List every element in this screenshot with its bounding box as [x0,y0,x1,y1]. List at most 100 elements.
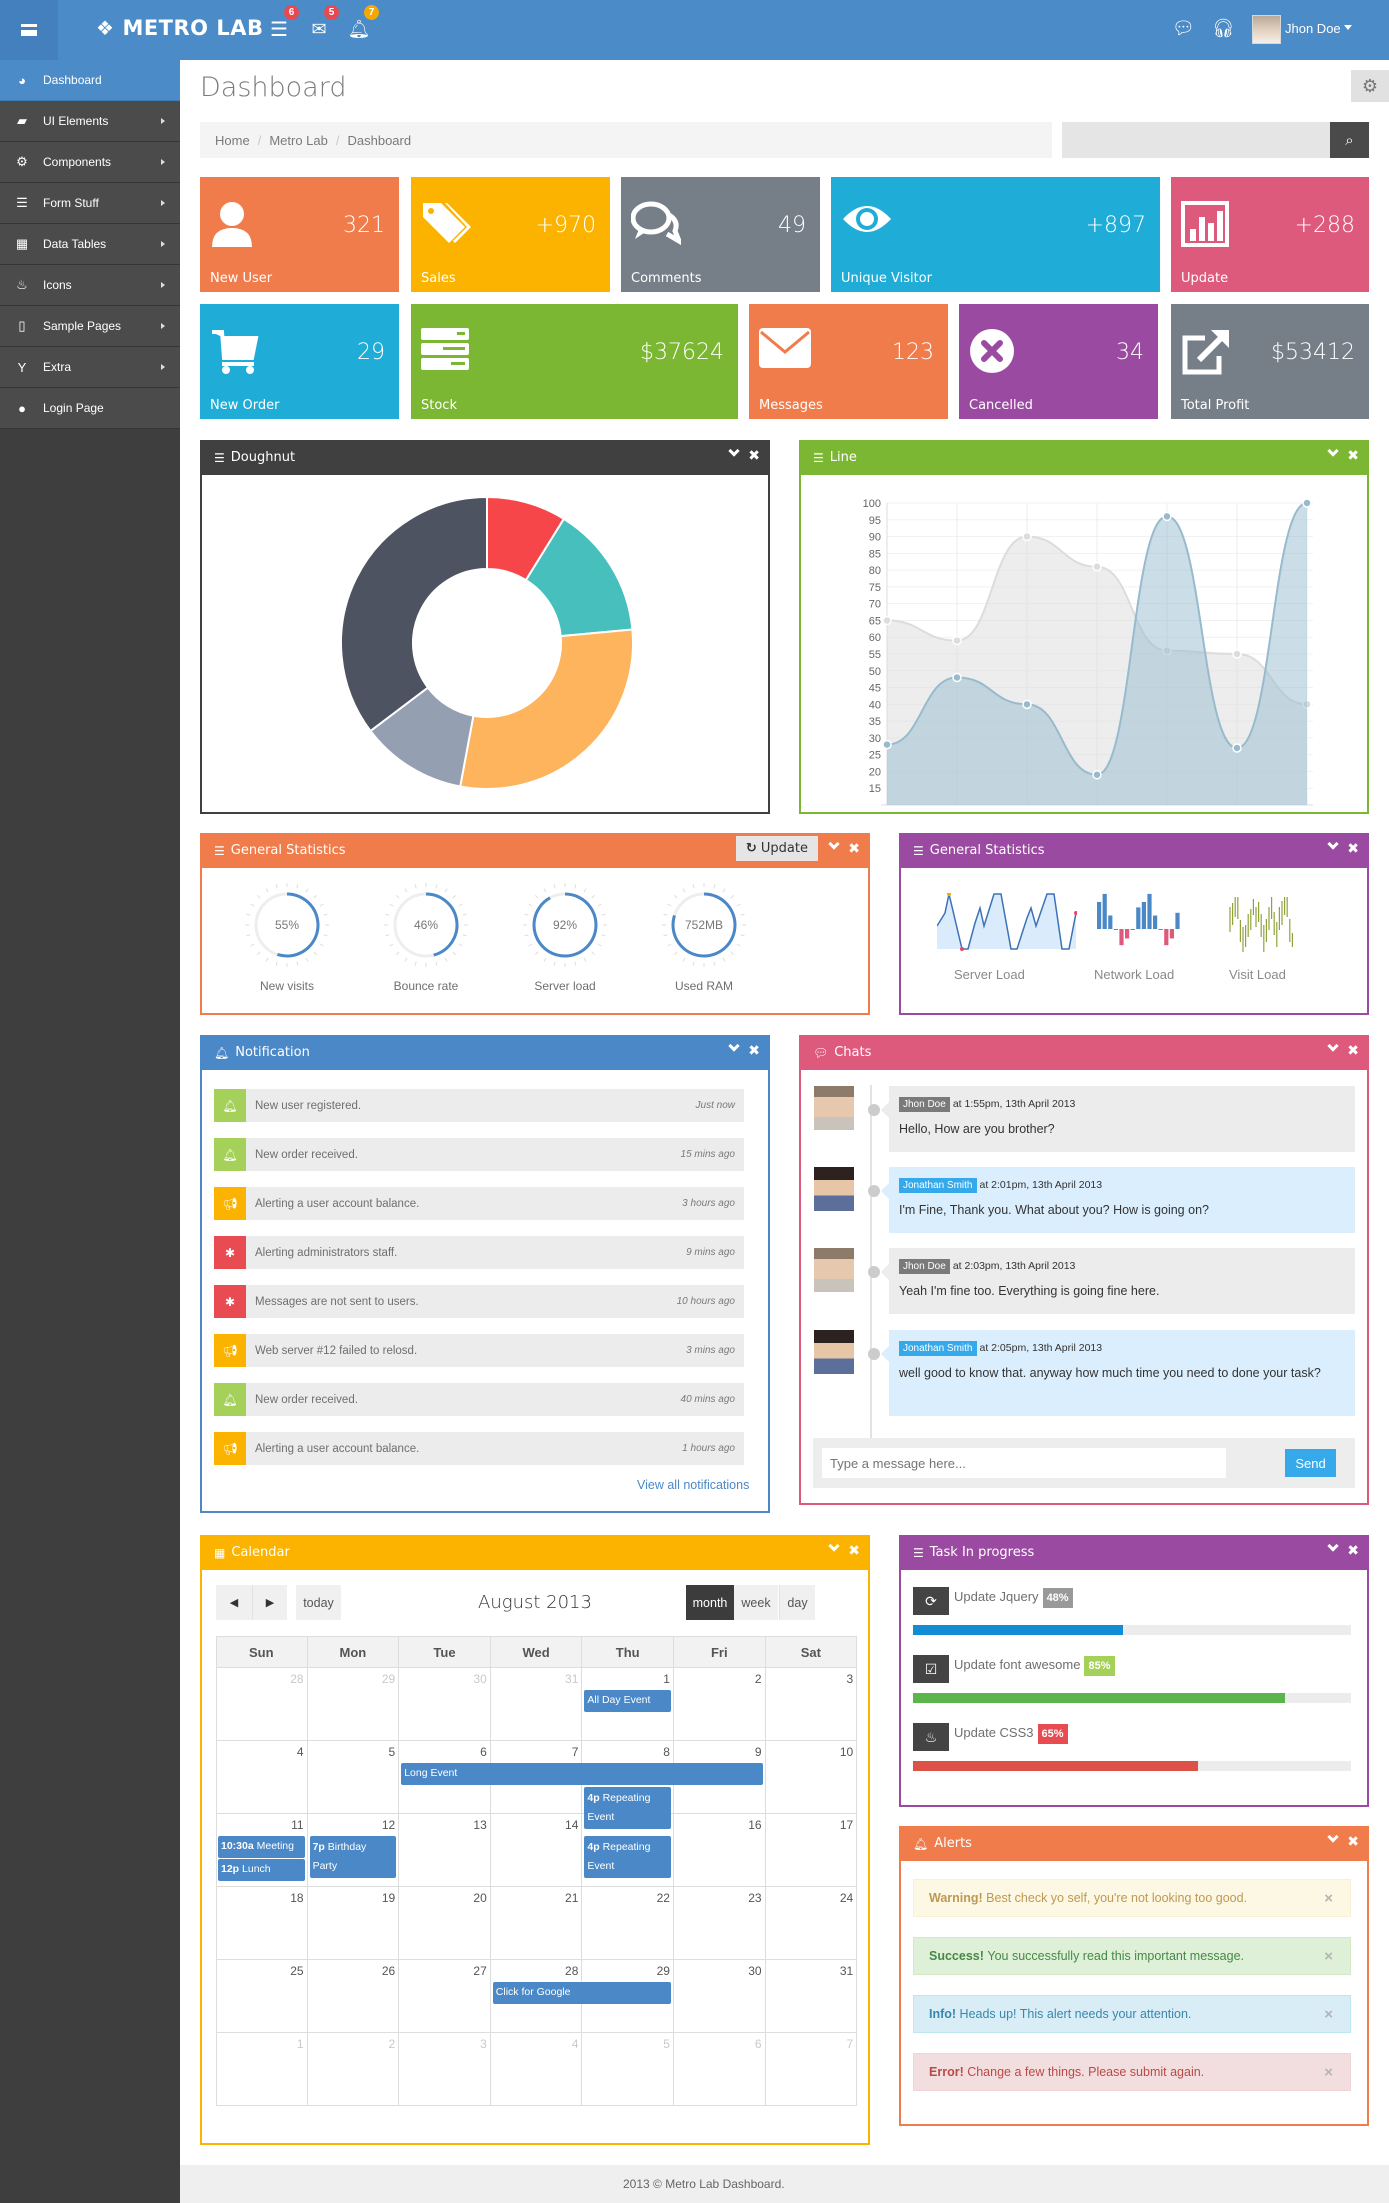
line-data-point[interactable] [882,615,892,626]
calendar-day-cell[interactable]: 10 [765,1741,858,1814]
close-icon[interactable]: ✖ [1347,1043,1359,1059]
collapse-icon[interactable] [728,1040,740,1052]
notification-item[interactable]: 📢︎ Web server #12 failed to relosd. 3 mins… [214,1334,744,1367]
tile-unique-visitor[interactable]: +897 Unique Visitor [831,177,1160,292]
collapse-icon[interactable] [1327,445,1339,457]
close-icon[interactable]: × [1324,1948,1333,1965]
line-data-point[interactable] [1022,699,1032,710]
calendar-day-cell[interactable]: 3 [765,1668,858,1741]
close-icon[interactable]: ✖ [748,1043,760,1059]
calendar-event[interactable]: 4p Repeating Event [584,1787,671,1829]
knob-server-load[interactable]: 92% Server load [522,882,608,993]
collapse-icon[interactable] [1327,1831,1339,1843]
send-button[interactable]: Send [1285,1449,1336,1477]
user-name[interactable]: Jhon Doe [1285,21,1341,36]
tile-new-order[interactable]: 29 New Order [200,304,399,419]
calendar-day-cell[interactable]: 5 [307,1741,400,1814]
sidebar-item-sample-pages[interactable]: ▯ Sample Pages [0,306,180,347]
calendar-day-cell[interactable]: 1 [582,1668,674,1741]
calendar-day-cell[interactable]: 19 [307,1887,400,1960]
close-icon[interactable]: ✖ [848,841,860,857]
calendar-day-cell[interactable]: 14 [490,1814,583,1887]
calendar-today-button[interactable]: today [296,1585,341,1620]
calendar-day-cell[interactable]: 30 [674,1960,766,2033]
line-data-point[interactable] [1232,649,1242,659]
calendar-event[interactable]: Long Event [401,1763,763,1785]
collapse-icon[interactable] [728,445,740,457]
calendar-day-cell[interactable]: 21 [490,1887,583,1960]
line-data-point[interactable] [952,672,962,683]
tile-total-profit[interactable]: $53412 Total Profit [1171,304,1369,419]
calendar-day-cell[interactable]: 16 [674,1814,766,1887]
calendar-day-cell[interactable]: 27 [399,1960,491,2033]
calendar-day-cell[interactable]: 31 [765,1960,858,2033]
settings-button[interactable]: ⚙ [1351,70,1389,102]
close-icon[interactable]: × [1324,2006,1333,2023]
calendar-event[interactable]: 7p Birthday Party [309,1836,397,1878]
line-data-point[interactable] [1232,743,1242,753]
calendar-event[interactable]: 10:30a Meeting [218,1836,305,1858]
knob-new-visits[interactable]: 55% New visits [244,882,330,993]
sidebar-item-ui-elements[interactable]: ▰ UI Elements [0,101,180,142]
calendar-day-cell[interactable]: 3 [399,2033,491,2106]
line-data-point[interactable] [952,635,962,646]
line-data-point[interactable] [1162,511,1172,522]
calendar-day-cell[interactable]: 24 [765,1887,858,1960]
calendar-day-cell[interactable]: 28 [216,1668,308,1741]
calendar-day-cell[interactable]: 7 [765,2033,858,2106]
collapse-icon[interactable] [1327,838,1339,850]
chat-author[interactable]: Jonathan Smith [899,1341,977,1356]
calendar-day-cell[interactable]: 22 [582,1887,674,1960]
calendar-next-button[interactable]: ▶ [252,1585,287,1620]
calendar-day-cell[interactable]: 2 [674,1668,766,1741]
chat-message-input[interactable] [822,1448,1226,1478]
knob-bounce-rate[interactable]: 46% Bounce rate [383,882,469,993]
calendar-day-cell[interactable]: 18 [216,1887,308,1960]
calendar-day-cell[interactable]: 29 [582,1960,674,2033]
calendar-day-cell[interactable]: 4 [490,2033,583,2106]
view-all-notifications-link[interactable]: View all notifications [637,1478,750,1492]
sidebar-item-dashboard[interactable]: ◕ Dashboard [0,60,180,101]
sidebar-item-extra[interactable]: Y Extra [0,347,180,388]
tile-stock[interactable]: $37624 Stock [411,304,738,419]
chat-author[interactable]: Jhon Doe [899,1097,950,1112]
calendar-event[interactable]: Click for Google [492,1982,671,2004]
close-icon[interactable]: ✖ [1347,1543,1359,1559]
notifications-menu-button[interactable]: 🔔︎ 7 [347,5,379,41]
calendar-day-cell[interactable]: 1 [216,2033,308,2106]
sidebar-item-form-stuff[interactable]: ☰ Form Stuff [0,183,180,224]
calendar-day-cell[interactable]: 29 [307,1668,400,1741]
notification-item[interactable]: 📢︎ Alerting a user account balance. 3 hour… [214,1187,744,1220]
calendar-view-day[interactable]: day [779,1585,815,1620]
calendar-event[interactable]: 4p Repeating Event [584,1836,671,1878]
comments-icon[interactable]: 💬︎ [1172,18,1195,38]
calendar-day-cell[interactable]: 4 [216,1741,308,1814]
collapse-icon[interactable] [1327,1040,1339,1052]
tile-sales[interactable]: +970 Sales [411,177,610,292]
messages-menu-button[interactable]: ✉ 5 [307,5,339,41]
calendar-event[interactable]: All Day Event [584,1690,671,1712]
doughnut-segment[interactable] [459,628,634,790]
tasks-menu-button[interactable]: ☰ 6 [267,5,299,41]
line-data-point[interactable] [1302,498,1312,508]
close-icon[interactable]: ✖ [1347,448,1359,464]
calendar-day-cell[interactable]: 31 [490,1668,583,1741]
calendar-day-cell[interactable]: 25 [216,1960,308,2033]
line-data-point[interactable] [1022,531,1032,542]
sidebar-item-components[interactable]: ⚙ Components [0,142,180,183]
close-icon[interactable]: ✖ [1347,841,1359,857]
calendar-prev-button[interactable]: ◀ [216,1585,252,1620]
notification-item[interactable]: 🔔︎ New order received. 40 mins ago [214,1383,744,1416]
line-data-point[interactable] [1092,770,1102,780]
calendar-day-cell[interactable]: 12 [307,1814,400,1887]
calendar-day-cell[interactable]: 26 [307,1960,400,2033]
tile-update[interactable]: +288 Update [1171,177,1369,292]
knob-used-ram[interactable]: 752MB Used RAM [661,882,747,993]
headphones-icon[interactable]: 🎧︎ [1212,18,1235,38]
collapse-icon[interactable] [1327,1540,1339,1552]
calendar-day-cell[interactable]: 6 [674,2033,766,2106]
line-data-point[interactable] [1092,562,1102,572]
notification-item[interactable]: 🔔︎ New user registered. Just now [214,1089,744,1122]
close-icon[interactable]: × [1324,1890,1333,1907]
calendar-day-cell[interactable]: 11 [216,1814,308,1887]
